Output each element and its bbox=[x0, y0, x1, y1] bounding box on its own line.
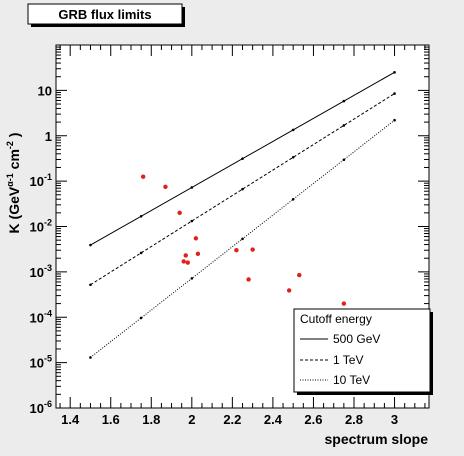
series-marker-2 bbox=[393, 118, 396, 122]
chart-title: GRB flux limits bbox=[58, 7, 151, 22]
data-point bbox=[177, 210, 182, 216]
data-point bbox=[195, 251, 201, 257]
series-marker-0 bbox=[190, 186, 194, 189]
x-tick-label: 2.6 bbox=[304, 412, 322, 427]
y-axis-label-end: ) bbox=[6, 133, 22, 142]
series-marker-1 bbox=[139, 251, 143, 255]
y-tick-label: 10-5 bbox=[30, 354, 52, 371]
data-point bbox=[163, 184, 168, 189]
series-marker-0 bbox=[342, 99, 346, 103]
series-marker-2 bbox=[241, 237, 244, 241]
y-tick-label: 10-2 bbox=[30, 218, 52, 235]
y-axis-label-base: K (GeV bbox=[6, 186, 22, 233]
data-point bbox=[181, 259, 186, 264]
x-tick-label: 2 bbox=[188, 412, 195, 427]
series-marker-0 bbox=[89, 243, 92, 247]
legend-label-1tev: 1 TeV bbox=[333, 353, 363, 367]
y-tick-label: 1 bbox=[45, 129, 52, 144]
x-tick-label: 1.8 bbox=[142, 412, 160, 427]
data-point bbox=[250, 247, 255, 252]
y-tick-base: 10 bbox=[30, 220, 44, 235]
series-marker-1 bbox=[342, 124, 346, 127]
y-tick-label: 10-3 bbox=[30, 263, 52, 280]
x-tick-label: 1.4 bbox=[61, 412, 80, 427]
series-marker-0 bbox=[241, 157, 244, 160]
data-point bbox=[297, 272, 302, 278]
y-axis-label-sup2: -2 bbox=[5, 141, 15, 149]
data-point bbox=[140, 174, 146, 179]
series-marker-2 bbox=[139, 316, 143, 320]
series-marker-1 bbox=[89, 283, 92, 287]
series-marker-2 bbox=[342, 158, 346, 162]
x-tick-label: 2.8 bbox=[345, 412, 363, 427]
series-marker-0 bbox=[139, 214, 143, 218]
y-tick-label: 10-1 bbox=[30, 172, 52, 189]
x-tick-labels: 1.4 1.6 1.8 2 2.2 2.4 2.6 2.8 3 bbox=[61, 412, 398, 427]
x-tick-label: 2.4 bbox=[264, 412, 283, 427]
data-point bbox=[183, 253, 188, 258]
series-marker-1 bbox=[291, 156, 295, 159]
y-axis-label-sup1: α-1 bbox=[5, 173, 15, 187]
series-marker-1 bbox=[241, 187, 244, 191]
y-tick-label: 10 bbox=[38, 83, 52, 98]
y-tick-exp: -5 bbox=[44, 354, 52, 364]
y-tick-exp: -6 bbox=[44, 399, 52, 409]
y-tick-exp: -4 bbox=[44, 308, 52, 318]
title-box: GRB flux limits bbox=[27, 3, 185, 27]
y-tick-exp: -3 bbox=[44, 263, 52, 273]
y-axis-label: K (GeVα-1 cm-2 ) bbox=[5, 133, 22, 234]
y-axis-label-mid: cm bbox=[6, 149, 22, 173]
x-tick-label: 3 bbox=[391, 412, 398, 427]
data-point bbox=[286, 288, 292, 293]
axis-ticks bbox=[56, 45, 429, 409]
series-marker-1 bbox=[190, 219, 194, 223]
legend-label-10tev: 10 TeV bbox=[333, 373, 370, 387]
x-tick-label: 2.2 bbox=[223, 412, 241, 427]
data-point bbox=[193, 236, 199, 241]
series-marker-1 bbox=[393, 92, 396, 95]
series-points bbox=[140, 174, 347, 306]
y-tick-base: 10 bbox=[30, 356, 44, 371]
legend: Cutoff energy 500 GeV 1 TeV 10 TeV bbox=[293, 308, 433, 395]
series-marker-2 bbox=[291, 197, 295, 201]
data-point bbox=[234, 248, 239, 253]
series-marker-2 bbox=[190, 277, 194, 280]
legend-label-500gev: 500 GeV bbox=[333, 332, 380, 346]
y-tick-base: 10 bbox=[30, 174, 44, 189]
series-marker-2 bbox=[89, 356, 92, 359]
data-point bbox=[341, 301, 347, 306]
legend-title: Cutoff energy bbox=[300, 312, 372, 326]
series-marker-0 bbox=[291, 128, 295, 132]
y-tick-base: 10 bbox=[30, 310, 44, 325]
series-marker-0 bbox=[393, 71, 396, 74]
y-tick-label: 10-6 bbox=[30, 399, 52, 416]
series-lines bbox=[89, 71, 396, 359]
y-tick-base: 10 bbox=[30, 401, 44, 416]
y-tick-exp: -1 bbox=[44, 172, 52, 182]
y-tick-label: 10-4 bbox=[30, 308, 52, 325]
x-axis-label: spectrum slope bbox=[325, 431, 429, 447]
y-tick-base: 10 bbox=[30, 265, 44, 280]
data-point bbox=[185, 260, 190, 265]
legend-frame bbox=[293, 308, 431, 393]
x-tick-label: 1.6 bbox=[102, 412, 120, 427]
y-tick-exp: -2 bbox=[44, 218, 52, 228]
data-point bbox=[246, 277, 251, 282]
title-box-frame bbox=[27, 3, 183, 25]
